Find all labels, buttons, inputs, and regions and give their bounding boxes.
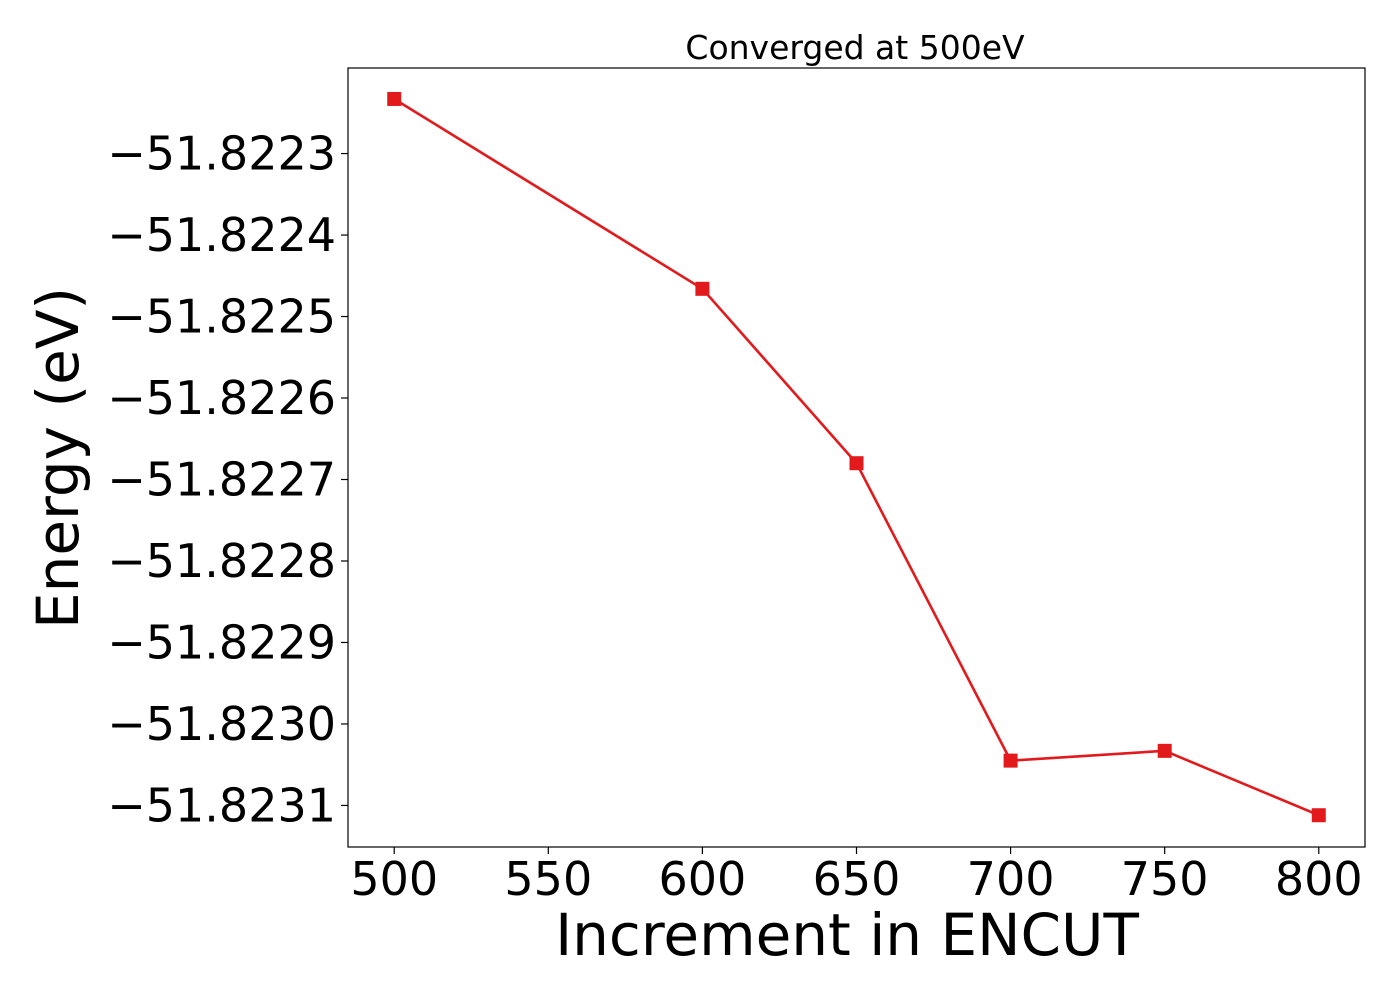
y-tick-label: −51.8227 bbox=[107, 453, 336, 507]
x-axis: 500 550 600 650 700 750 800 bbox=[350, 847, 1363, 906]
series-line bbox=[393, 97, 1320, 817]
y-tick-label: −51.8229 bbox=[107, 615, 336, 669]
y-tick-label: −51.8228 bbox=[107, 534, 336, 588]
data-point-marker bbox=[849, 456, 864, 471]
data-point-marker bbox=[1003, 753, 1018, 768]
y-tick-label: −51.8224 bbox=[107, 208, 336, 262]
x-tick-label: 500 bbox=[350, 852, 438, 906]
x-tick-label: 600 bbox=[659, 852, 747, 906]
x-tick-label: 800 bbox=[1275, 852, 1363, 906]
y-tick-label: −51.8231 bbox=[107, 778, 336, 832]
y-tick-label: −51.8226 bbox=[107, 371, 336, 425]
y-axis-label: Energy (eV) bbox=[24, 287, 92, 629]
x-tick-label: 700 bbox=[967, 852, 1055, 906]
y-axis: −51.8223 −51.8224 −51.8225 −51.8226 −51.8227… bbox=[107, 127, 348, 832]
chart-title: Converged at 500eV bbox=[685, 28, 1025, 67]
x-axis-label: Increment in ENCUT bbox=[555, 901, 1139, 969]
series-layer bbox=[387, 91, 1326, 823]
x-tick-label: 550 bbox=[504, 852, 592, 906]
x-tick-label: 750 bbox=[1121, 852, 1209, 906]
y-tick-label: −51.8230 bbox=[107, 697, 336, 751]
data-point-marker bbox=[1157, 743, 1172, 758]
data-point-marker bbox=[387, 91, 402, 106]
y-tick-label: −51.8225 bbox=[107, 290, 336, 344]
data-point-marker bbox=[695, 281, 710, 296]
x-tick-label: 650 bbox=[813, 852, 901, 906]
y-tick-label: −51.8223 bbox=[107, 127, 336, 181]
data-point-marker bbox=[1311, 808, 1326, 823]
